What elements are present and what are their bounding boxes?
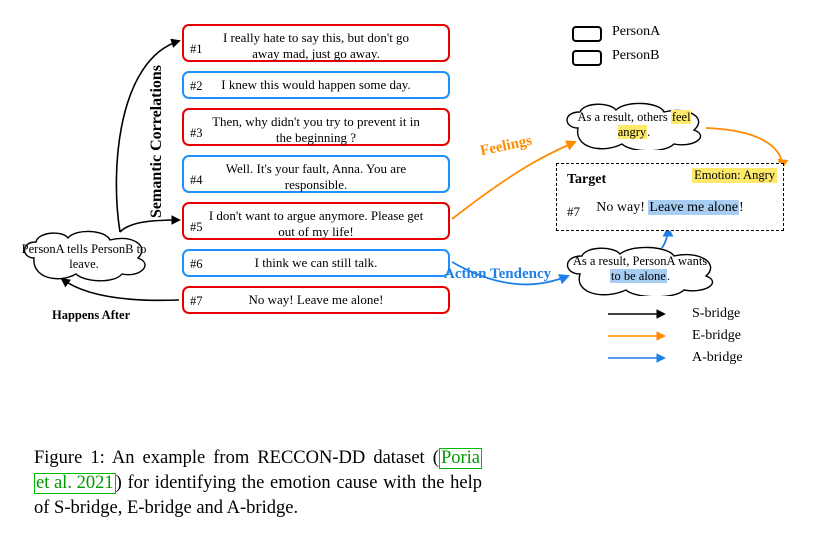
caption-cite1: Poria [439, 448, 482, 469]
legend-row-e: E-bridge [606, 328, 743, 344]
legend-row-a: A-bridge [606, 350, 743, 366]
cloud-feelings: As a result, others feel angry. [556, 100, 712, 150]
legend-e-label: E-bridge [692, 328, 741, 344]
utterance-id: #3 [190, 126, 203, 142]
s-bridge-arrow [62, 279, 179, 300]
target-post: ! [739, 200, 744, 215]
target-tag: #7 [567, 204, 580, 220]
legend-s-label: S-bridge [692, 306, 740, 322]
utterance-id: #1 [190, 42, 203, 58]
legend-swatch-persona [572, 26, 602, 42]
utterance-box: Well. It's your fault, Anna. You are res… [182, 155, 450, 193]
utterance-text: I really hate to say this, but don't go … [192, 30, 440, 63]
cloud-action-suf: . [667, 269, 670, 283]
utterance-text: No way! Leave me alone! [192, 292, 440, 308]
figure-caption: Figure 1: An example from RECCON-DD data… [34, 446, 482, 521]
caption-pre: Figure 1: An example from RECCON-DD data… [34, 448, 439, 468]
label-happens-after: Happens After [52, 308, 130, 323]
cloud-persona-tells: PersonA tells PersonB to leave. [14, 228, 154, 282]
legend-label-personb: PersonB [612, 48, 659, 64]
target-hl: Leave me alone [648, 200, 739, 215]
target-label: Target [567, 172, 606, 187]
bridge-legend: S-bridge E-bridge A-bridge [606, 306, 743, 372]
target-emotion: Emotion: Angry [692, 168, 777, 183]
utterance-id: #2 [190, 79, 203, 95]
utterance-box: Then, why didn't you try to prevent it i… [182, 108, 450, 146]
cloud-left-text: PersonA tells PersonB to leave. [14, 228, 154, 272]
utterance-id: #5 [190, 220, 203, 236]
utterance-text: Well. It's your fault, Anna. You are res… [192, 161, 440, 194]
cloud-action-hl: to be alone [610, 269, 667, 283]
utterance-box: I think we can still talk.#6 [182, 249, 450, 277]
utterance-text: I don't want to argue anymore. Please ge… [192, 208, 440, 241]
diagram-canvas: I really hate to say this, but don't go … [0, 0, 820, 554]
utterance-box: I don't want to argue anymore. Please ge… [182, 202, 450, 240]
cloud-feelings-pre: As a result, others [577, 110, 670, 124]
utterance-id: #6 [190, 257, 203, 273]
utterance-box: I really hate to say this, but don't go … [182, 24, 450, 62]
target-pre: No way! [596, 200, 648, 215]
e-bridge-arrow [706, 128, 782, 168]
cloud-feelings-suf: . [647, 125, 650, 139]
utterance-id: #7 [190, 294, 203, 310]
legend-a-label: A-bridge [692, 350, 743, 366]
utterance-id: #4 [190, 173, 203, 189]
label-semantic-correlations: Semantic Correlations [148, 65, 166, 218]
utterance-text: Then, why didn't you try to prevent it i… [192, 114, 440, 147]
target-box: Target Emotion: Angry No way! Leave me a… [556, 163, 784, 231]
legend-row-s: S-bridge [606, 306, 743, 322]
utterance-text: I think we can still talk. [192, 255, 440, 271]
cloud-action-pre: As a result, PersonA wants [573, 254, 707, 268]
legend-swatch-personb [572, 50, 602, 66]
utterance-text: I knew this would happen some day. [192, 77, 440, 93]
label-action-tendency: Action Tendency [444, 266, 551, 283]
utterance-box: No way! Leave me alone!#7 [182, 286, 450, 314]
cloud-action: As a result, PersonA wants to be alone. [556, 244, 724, 296]
caption-cite2: et al. 2021 [34, 473, 116, 494]
utterance-box: I knew this would happen some day.#2 [182, 71, 450, 99]
legend-label-persona: PersonA [612, 24, 660, 40]
